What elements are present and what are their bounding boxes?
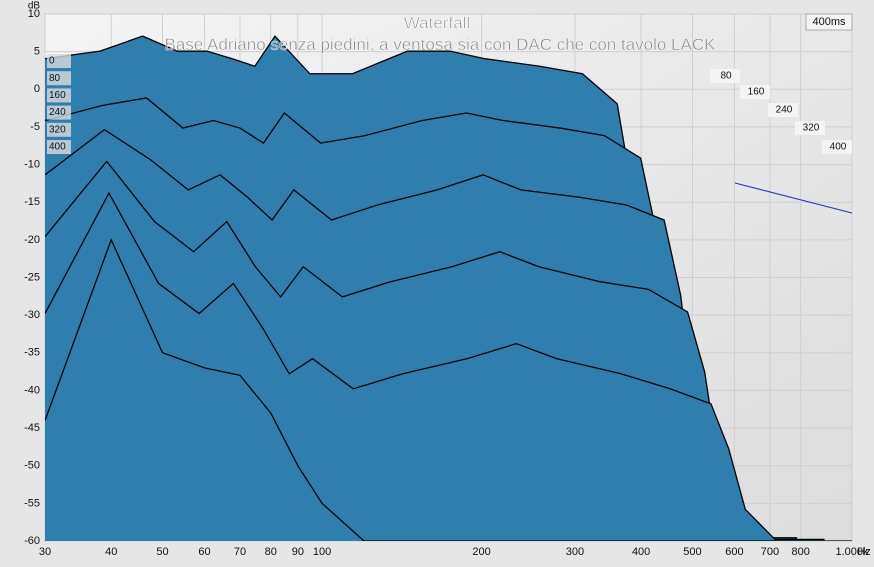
y-tick-label: -30 bbox=[24, 309, 40, 321]
x-tick-label: 400 bbox=[632, 546, 650, 558]
time-tag bbox=[795, 121, 825, 135]
time-tag bbox=[768, 103, 798, 117]
x-tick-label: 100 bbox=[313, 546, 331, 558]
x-tick-label: 90 bbox=[292, 546, 304, 558]
x-tick-label: 700 bbox=[761, 546, 779, 558]
time-tag bbox=[47, 71, 71, 86]
time-slice-label: 400 bbox=[830, 142, 847, 153]
reference-line bbox=[734, 182, 853, 214]
subtitle-box: Base Adriano senza piedini, a ventosa si… bbox=[164, 35, 716, 54]
time-tag bbox=[47, 122, 71, 137]
slice-fill bbox=[45, 239, 852, 541]
y-tick-label: -10 bbox=[24, 158, 40, 170]
time-slice-label: 80 bbox=[720, 71, 732, 82]
time-tag bbox=[740, 85, 770, 99]
x-tick-label: 300 bbox=[566, 546, 584, 558]
slices bbox=[45, 35, 852, 541]
y-tick-label: 5 bbox=[34, 46, 40, 58]
x-tick-label: 80 bbox=[265, 546, 277, 558]
labels: -60-55-50-45-40-35-30-25-20-15-10-505103… bbox=[24, 8, 869, 558]
slice-line bbox=[45, 191, 825, 541]
time-slice-label: 160 bbox=[748, 87, 765, 98]
time-label: 400ms bbox=[812, 16, 846, 28]
time-tag bbox=[710, 69, 740, 83]
y-tick-label: -15 bbox=[24, 196, 40, 208]
y-tick-label: -55 bbox=[24, 497, 40, 509]
time-slice-label: 80 bbox=[49, 73, 61, 84]
y-tick-label: -5 bbox=[30, 121, 40, 133]
y-tick-label: -20 bbox=[24, 234, 40, 246]
time-tag bbox=[47, 54, 71, 68]
x-tick-label: 30 bbox=[39, 546, 51, 558]
x-tick-label: 40 bbox=[105, 546, 117, 558]
x-unit: Hz bbox=[857, 546, 870, 558]
x-tick-label: 70 bbox=[234, 546, 246, 558]
x-tick-label: 200 bbox=[472, 546, 490, 558]
time-slice-label: 160 bbox=[49, 90, 66, 101]
y-unit: dB bbox=[28, 1, 41, 12]
time-tag bbox=[822, 140, 852, 154]
x-tick-label: 1.000k bbox=[835, 546, 869, 558]
time-slice-label: 400 bbox=[49, 142, 66, 153]
chart-subtitle: Base Adriano senza piedini, a ventosa si… bbox=[164, 35, 716, 54]
time-tag bbox=[47, 140, 71, 154]
slice-line bbox=[45, 238, 852, 541]
y-tick-label: -25 bbox=[24, 271, 40, 283]
time-tag bbox=[47, 105, 71, 120]
y-tick-label: -50 bbox=[24, 460, 40, 472]
y-tick-label: 0 bbox=[34, 83, 40, 95]
time-slice-label: 240 bbox=[776, 105, 793, 116]
time-tag bbox=[47, 88, 71, 103]
x-tick-label: 60 bbox=[198, 546, 210, 558]
time-slice-label: 240 bbox=[49, 107, 66, 118]
y-tick-label: -45 bbox=[24, 422, 40, 434]
x-tick-label: 600 bbox=[725, 546, 743, 558]
y-tick-label: 10 bbox=[28, 8, 40, 20]
y-tick-label: -35 bbox=[24, 347, 40, 359]
time-slice-label: 0 bbox=[49, 56, 55, 67]
x-tick-label: 500 bbox=[683, 546, 701, 558]
chart-title: Waterfall bbox=[404, 13, 470, 32]
slice-line bbox=[45, 128, 770, 537]
time-slice-label: 320 bbox=[803, 123, 820, 134]
time-box bbox=[805, 13, 853, 31]
x-tick-label: 800 bbox=[791, 546, 809, 558]
slice-line bbox=[45, 160, 798, 539]
y-tick-label: -40 bbox=[24, 384, 40, 396]
x-tick-label: 50 bbox=[156, 546, 168, 558]
y-tick-label: -60 bbox=[24, 535, 40, 547]
time-slice-label: 320 bbox=[49, 124, 66, 135]
